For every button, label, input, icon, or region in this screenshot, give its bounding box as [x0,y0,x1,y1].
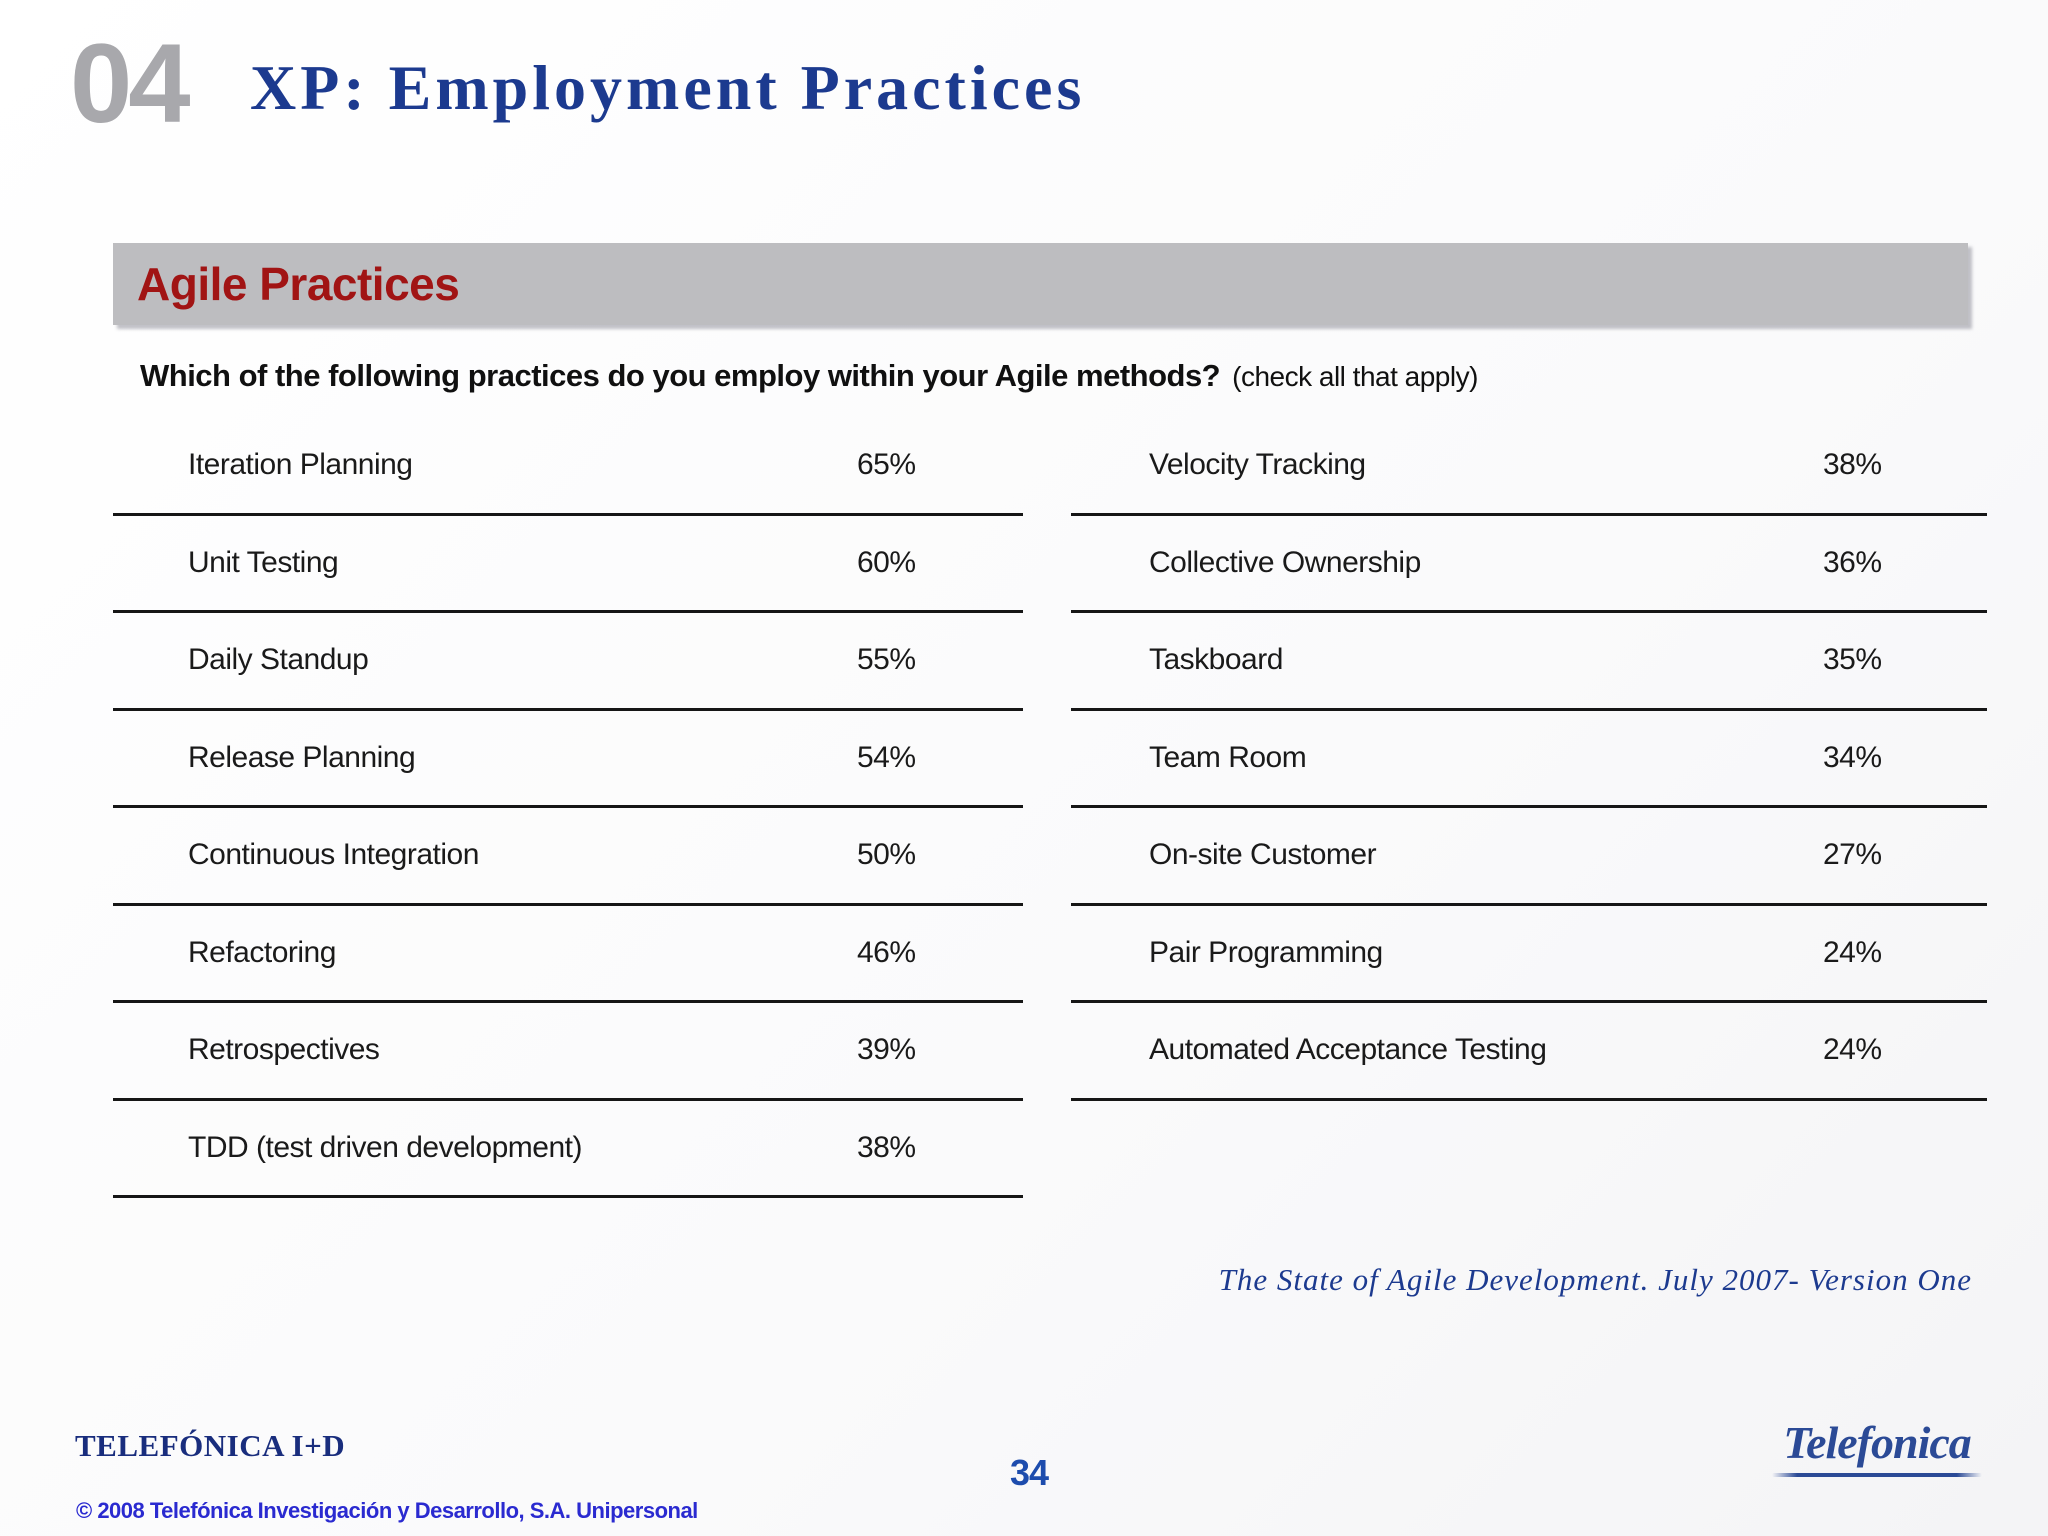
telefonica-logo-text: Telefonica [1783,1417,1972,1468]
practice-label: Daily Standup [188,643,369,677]
practice-row: Pair Programming 24% [1071,906,1987,1003]
telefonica-logo-underline [1772,1472,1982,1477]
practice-row: Daily Standup 55% [113,613,1023,711]
practice-label: Pair Programming [1149,935,1383,969]
source-citation: The State of Agile Development. July 200… [1218,1262,1972,1297]
practice-label: Retrospectives [188,1033,380,1067]
practice-row: TDD (test driven development) 38% [113,1101,1023,1198]
section-number: 04 [70,21,191,146]
practice-percent: 27% [1823,838,1882,872]
practice-label: Taskboard [1149,643,1283,677]
practice-row: On-site Customer 27% [1071,808,1987,906]
practices-table-right: Velocity Tracking 38% Collective Ownersh… [1071,418,1987,1101]
practice-label: Release Planning [188,740,416,774]
practice-label: Velocity Tracking [1149,448,1366,482]
banner-label: Agile Practices [137,258,460,310]
telefonica-logo: Telefonica [1772,1417,1982,1477]
practice-row: Unit Testing 60% [113,516,1023,613]
practice-percent: 65% [857,448,916,482]
practice-row: Iteration Planning 65% [113,418,1023,516]
section-banner: Agile Practices [113,243,1968,325]
practice-row: Team Room 34% [1071,711,1987,808]
practice-percent: 24% [1823,1033,1882,1067]
practice-row: Collective Ownership 36% [1071,516,1987,613]
practice-row: Continuous Integration 50% [113,808,1023,906]
practices-table-left: Iteration Planning 65% Unit Testing 60% … [113,418,1023,1198]
survey-question-text: Which of the following practices do you … [140,358,1221,393]
practice-row: Taskboard 35% [1071,613,1987,711]
practice-label: Automated Acceptance Testing [1149,1033,1547,1067]
survey-question-note: (check all that apply) [1232,361,1478,392]
practice-percent: 55% [857,643,916,677]
slide-title: XP: Employment Practices [250,52,1086,123]
survey-question: Which of the following practices do you … [140,358,1478,394]
practice-label: TDD (test driven development) [188,1130,583,1164]
footer-copyright: © 2008 Telefónica Investigación y Desarr… [76,1498,698,1523]
practice-percent: 54% [857,740,916,774]
practice-percent: 46% [857,935,916,969]
practice-row: Refactoring 46% [113,906,1023,1003]
practice-percent: 24% [1823,935,1882,969]
practice-row: Release Planning 54% [113,711,1023,808]
practice-percent: 38% [857,1130,916,1164]
practice-percent: 34% [1823,740,1882,774]
practice-label: Continuous Integration [188,838,479,872]
practice-percent: 35% [1823,643,1882,677]
footer-organization: TELEFÓNICA I+D [75,1428,346,1463]
practice-label: Refactoring [188,935,336,969]
page-number: 34 [1010,1452,1049,1493]
practice-percent: 38% [1823,448,1882,482]
practice-percent: 60% [857,545,916,579]
practice-label: On-site Customer [1149,838,1377,872]
practice-percent: 39% [857,1033,916,1067]
practice-label: Unit Testing [188,545,339,579]
practice-row: Retrospectives 39% [113,1003,1023,1101]
practice-label: Iteration Planning [188,448,413,482]
practice-label: Collective Ownership [1149,545,1421,579]
practice-row: Automated Acceptance Testing 24% [1071,1003,1987,1101]
practice-percent: 50% [857,838,916,872]
practice-row: Velocity Tracking 38% [1071,418,1987,516]
practice-label: Team Room [1149,740,1307,774]
practice-percent: 36% [1823,545,1882,579]
